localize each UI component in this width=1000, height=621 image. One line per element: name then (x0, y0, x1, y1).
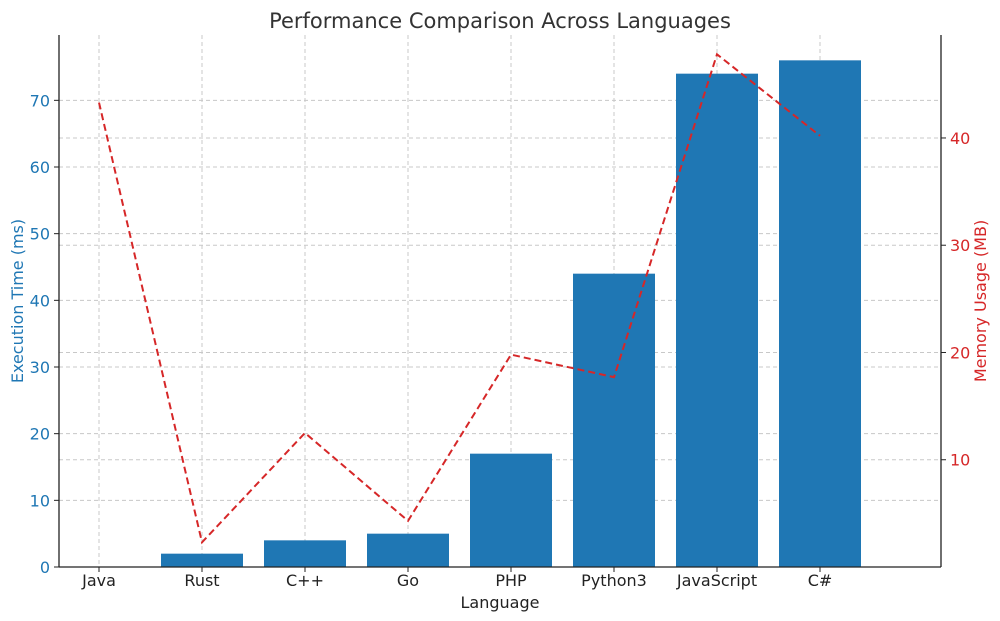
y-tick-label: 60 (30, 158, 50, 177)
x-tick-label: PHP (495, 571, 527, 590)
y2-axis-label: Memory Usage (MB) (971, 220, 990, 382)
bar-layer (161, 60, 861, 568)
memory-line (98, 52, 821, 545)
y2-tick-label: 10 (950, 451, 970, 470)
bar (779, 60, 861, 567)
y2-tick-label: 40 (950, 129, 970, 148)
y-tick-label: 40 (30, 291, 50, 310)
y-tick-label: 70 (30, 91, 50, 110)
bar (470, 453, 552, 567)
y-tick-label: 30 (30, 358, 50, 377)
y2-tick-label: 30 (950, 236, 970, 255)
bar (676, 73, 758, 568)
x-axis-label: Language (461, 593, 540, 612)
x-tick-label: JavaScript (676, 571, 757, 590)
y2-tick-label: 20 (950, 343, 970, 362)
line-layer (98, 52, 821, 545)
bar (573, 273, 655, 567)
y-tick-label: 20 (30, 425, 50, 444)
y-tick-label: 10 (30, 491, 50, 510)
bar (264, 540, 346, 567)
x-tick-label: C# (808, 571, 833, 590)
y-tick-label: 0 (40, 558, 50, 577)
y-tick-label: 50 (30, 225, 50, 244)
x-tick-label: Python3 (581, 571, 647, 590)
axis-layer (58, 35, 942, 568)
x-tick-label: Java (81, 571, 116, 590)
chart-title: Performance Comparison Across Languages (269, 9, 731, 33)
x-tick-label: Rust (184, 571, 219, 590)
x-tick-label: Go (397, 571, 419, 590)
bar (161, 553, 243, 567)
x-tick-label: C++ (286, 571, 324, 590)
tick-layer: 0 10 20 30 40 50 60 70 10 20 30 40 Java Rust C++ Go PHP P… (30, 91, 971, 590)
bar (367, 533, 449, 567)
y-axis-label: Execution Time (ms) (8, 219, 27, 383)
